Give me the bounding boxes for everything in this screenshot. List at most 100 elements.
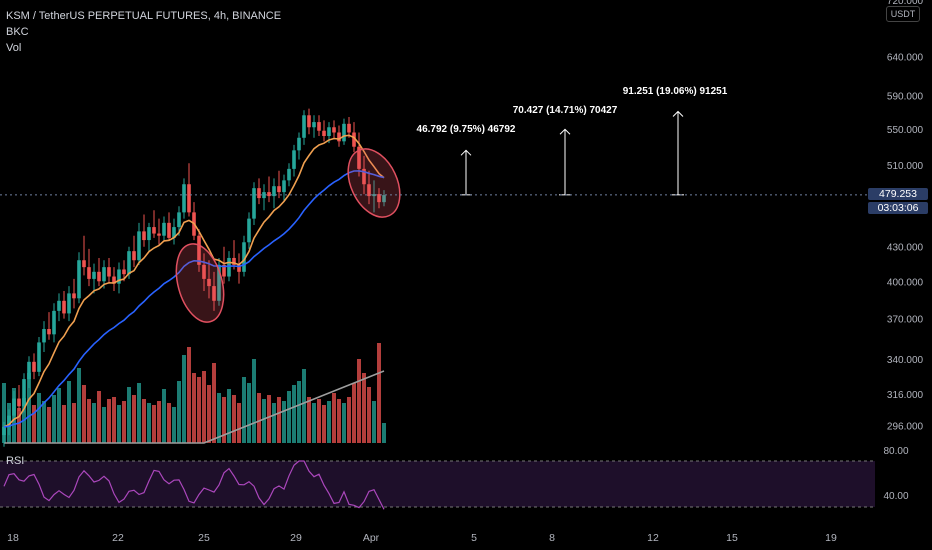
ema-short-line — [3, 134, 385, 428]
volume-bar — [282, 401, 286, 443]
price-tick-label: 720.000 — [887, 0, 924, 7]
volume-bar — [217, 393, 221, 443]
candle-body — [222, 264, 226, 277]
volume-bar — [207, 385, 211, 443]
time-tick-label: 8 — [549, 532, 555, 544]
volume-bar — [337, 399, 341, 443]
time-axis[interactable]: 18 22 25 29 Apr 5 8 12 15 19 — [7, 532, 837, 544]
candle-body — [202, 264, 206, 279]
candle-body — [17, 398, 21, 407]
candle-body — [262, 192, 266, 199]
volume-bar — [147, 403, 151, 443]
volume-bar — [102, 407, 106, 443]
volume-bar — [197, 377, 201, 443]
volume-bar — [192, 373, 196, 443]
candle-body — [347, 123, 351, 133]
time-tick-label: 25 — [198, 532, 210, 544]
candle-body — [232, 257, 236, 265]
volume-bar — [117, 405, 121, 443]
volume-bar — [107, 399, 111, 443]
measure-label: 46.792 (9.75%) 46792 — [417, 124, 516, 135]
candle-body — [312, 122, 316, 128]
indicator-vol-label[interactable]: Vol — [6, 42, 22, 54]
candle-body — [162, 222, 166, 236]
volume-bar — [157, 401, 161, 443]
candle-body — [287, 168, 291, 181]
volume-bar — [212, 363, 216, 443]
candle-body — [247, 218, 251, 243]
candle-body — [172, 227, 176, 238]
price-tick-label: 316.000 — [887, 390, 924, 401]
volume-bar — [352, 383, 356, 443]
volume-bar — [2, 383, 6, 443]
volume-bar — [132, 395, 136, 443]
candle-body — [357, 146, 361, 169]
indicator-bkc-label[interactable]: BKC — [6, 26, 29, 38]
candle-body — [152, 227, 156, 234]
volume-bar — [57, 388, 61, 443]
candle-body — [132, 251, 136, 261]
volume-bar — [112, 397, 116, 443]
volume-bar — [332, 393, 336, 443]
time-tick-label: 18 — [7, 532, 19, 544]
volume-bar — [97, 391, 101, 443]
volume-bar — [172, 407, 176, 443]
indicator-rsi-label[interactable]: RSI — [6, 455, 25, 467]
volume-bar — [292, 385, 296, 443]
price-tick-label: 340.000 — [887, 355, 924, 366]
current-price-badge: 479.253 — [868, 188, 928, 200]
candle-body — [52, 310, 56, 335]
volume-bar — [152, 405, 156, 443]
measure-arrow — [460, 149, 472, 156]
candle-body — [257, 188, 261, 199]
volume-bar — [222, 397, 226, 443]
volume-bar — [227, 389, 231, 443]
price-tick-label: 400.000 — [887, 277, 924, 288]
candle-body — [382, 195, 386, 203]
candle-body — [377, 194, 381, 203]
volume-bar — [312, 403, 316, 443]
volume-bar — [272, 403, 276, 443]
volume-bar — [242, 377, 246, 443]
volume-bar — [122, 401, 126, 443]
volume-bar — [342, 403, 346, 443]
symbol-title: KSM / TetherUS PERPETUAL FUTURES, 4h, BI… — [6, 10, 282, 22]
time-tick-label: 22 — [112, 532, 124, 544]
candle-body — [227, 257, 231, 277]
price-axis[interactable]: 720.000 640.000 590.000 550.000 510.000 430.0… — [0, 0, 924, 432]
candle-body — [307, 115, 311, 128]
candle-body — [237, 264, 241, 272]
candle-body — [332, 127, 336, 133]
price-tick-label: 590.000 — [887, 91, 924, 102]
volume-bar — [257, 393, 261, 443]
candle-body — [322, 130, 326, 137]
highlight-ellipse — [347, 148, 401, 218]
candle-body — [77, 260, 81, 299]
measure-arrow — [559, 128, 571, 135]
time-tick-label: 15 — [726, 532, 738, 544]
currency-selector[interactable]: USDT — [886, 6, 920, 22]
moving-averages — [3, 134, 401, 428]
volume-bar — [307, 397, 311, 443]
volume-bar — [262, 399, 266, 443]
volume-bar — [322, 405, 326, 443]
volume-bar — [297, 381, 301, 443]
price-tick-label: 296.000 — [887, 421, 924, 432]
candle-body — [107, 267, 111, 277]
candle-body — [62, 300, 66, 314]
rsi-overbought-band — [0, 461, 875, 507]
volume-bar — [237, 403, 241, 443]
volume-bar — [177, 381, 181, 443]
price-tick-label: 510.000 — [887, 161, 924, 172]
candle-body — [27, 361, 31, 380]
volume-ma-line — [4, 370, 385, 444]
volume-bar — [317, 399, 321, 443]
price-tick-label: 640.000 — [887, 53, 924, 64]
candle-body — [212, 286, 216, 301]
volume-bar — [277, 397, 281, 443]
candle-body — [92, 271, 96, 279]
candle-body — [97, 271, 101, 282]
time-tick-label: 12 — [647, 532, 659, 544]
rsi-tick-label: 80.00 — [883, 446, 908, 457]
